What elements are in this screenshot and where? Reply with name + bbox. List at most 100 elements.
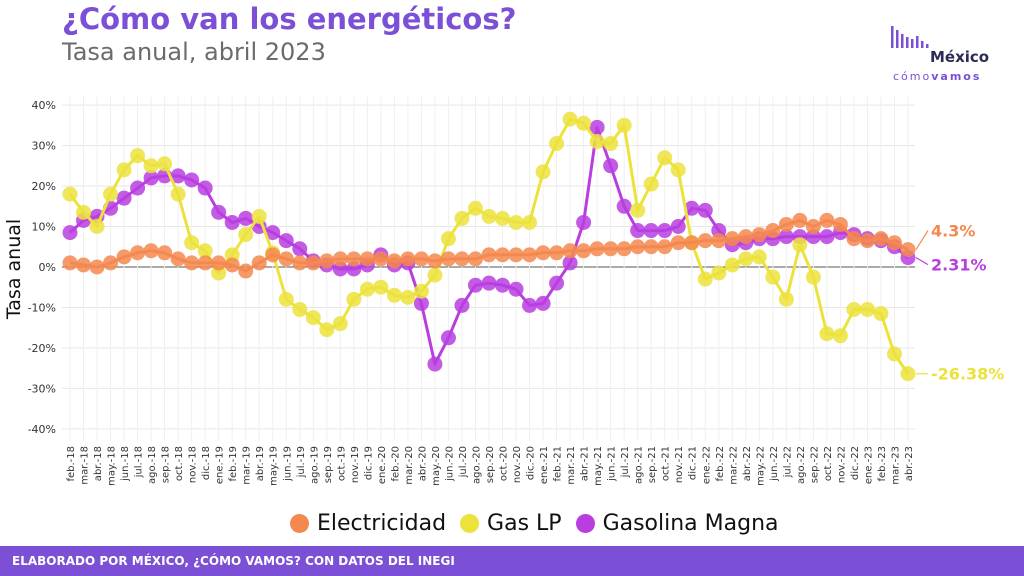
point-gasolina-magna	[170, 168, 186, 184]
point-electricidad	[76, 257, 92, 273]
y-tick-label: -40%	[28, 423, 56, 436]
point-gas-lp	[751, 249, 767, 265]
point-electricidad	[454, 251, 470, 267]
point-gas-lp	[886, 346, 902, 362]
point-gasolina-magna	[522, 297, 538, 313]
point-gas-lp	[346, 291, 362, 307]
y-axis-title: Tasa anual	[3, 219, 25, 320]
point-gas-lp	[765, 269, 781, 285]
x-tick-label: feb.-20	[390, 446, 401, 482]
point-electricidad	[319, 253, 335, 269]
point-gas-lp	[697, 271, 713, 287]
y-tick-label: 30%	[32, 140, 56, 153]
point-electricidad	[467, 251, 483, 267]
end-leader-electricidad	[915, 230, 929, 250]
point-gas-lp	[549, 136, 565, 152]
point-electricidad	[170, 251, 186, 267]
x-tick-label: abr.-19	[255, 446, 266, 481]
x-tick-label: nov.-19	[350, 446, 361, 483]
point-electricidad	[184, 255, 200, 271]
point-gasolina-magna	[413, 295, 429, 311]
point-electricidad	[197, 255, 213, 271]
point-electricidad	[103, 255, 119, 271]
point-gas-lp	[76, 204, 92, 220]
x-tick-label: nov.-22	[836, 446, 847, 483]
point-gasolina-magna	[238, 210, 254, 226]
point-gas-lp	[400, 289, 416, 305]
point-gasolina-magna	[697, 202, 713, 218]
point-electricidad	[832, 216, 848, 232]
x-tick-label: mar.-23	[890, 446, 901, 485]
point-gas-lp	[711, 265, 727, 281]
point-gasolina-magna	[684, 200, 700, 216]
point-gas-lp	[846, 301, 862, 317]
point-gas-lp	[251, 208, 267, 224]
point-electricidad	[859, 233, 875, 249]
x-tick-label: jul.-22	[782, 446, 793, 478]
x-tick-label: dic.-20	[526, 446, 537, 480]
point-gas-lp	[562, 111, 578, 127]
point-gas-lp	[603, 136, 619, 152]
point-gasolina-magna	[562, 255, 578, 271]
x-tick-label: abr.-23	[904, 446, 915, 481]
end-labels: 4.3% -26.38% 2.31%	[915, 222, 1004, 384]
x-tick-label: feb.-23	[877, 446, 888, 482]
x-tick-label: jul.-20	[458, 446, 469, 478]
end-label-electricidad: 4.3%	[931, 222, 975, 241]
point-gas-lp	[467, 200, 483, 216]
point-electricidad	[535, 245, 551, 261]
point-gasolina-magna	[440, 330, 456, 346]
x-tick-label: feb.-21	[553, 446, 564, 482]
point-electricidad	[292, 255, 308, 271]
point-gas-lp	[305, 310, 321, 326]
y-tick-label: 20%	[32, 180, 56, 193]
point-electricidad	[576, 243, 592, 259]
legend-marker-electricidad	[290, 513, 309, 533]
point-gasolina-magna	[278, 233, 294, 249]
point-electricidad	[157, 245, 173, 261]
x-tick-label: oct.-20	[499, 446, 510, 481]
point-gasolina-magna	[657, 223, 673, 239]
point-electricidad	[427, 253, 443, 269]
point-electricidad	[346, 251, 362, 267]
series-lines	[62, 111, 916, 382]
page-title: ¿Cómo van los energéticos?	[62, 2, 517, 36]
point-gas-lp	[116, 162, 132, 178]
point-gas-lp	[616, 117, 632, 133]
point-gas-lp	[535, 164, 551, 180]
point-gasolina-magna	[143, 170, 159, 186]
point-electricidad	[562, 243, 578, 259]
point-electricidad	[886, 235, 902, 251]
x-tick-label: sep.-18	[161, 446, 172, 483]
chart-legend: Electricidad Gas LP Gasolina Magna	[290, 508, 779, 538]
point-electricidad	[130, 245, 146, 261]
point-gasolina-magna	[819, 229, 835, 245]
legend-marker-gasolina-magna	[575, 513, 595, 533]
x-tick-label: jun.-22	[769, 446, 780, 482]
point-electricidad	[400, 251, 416, 267]
point-gas-lp	[157, 156, 173, 172]
point-gas-lp	[522, 214, 538, 230]
point-gas-lp	[643, 176, 659, 192]
point-electricidad	[603, 241, 619, 257]
legend-item-gasolina-magna: Gasolina Magna	[575, 510, 779, 536]
x-tick-label: oct.-21	[661, 446, 672, 481]
point-electricidad	[224, 257, 240, 273]
legend-label-gasolina-magna: Gasolina Magna	[602, 510, 779, 536]
x-tick-label: ene.-23	[863, 446, 874, 484]
point-gas-lp	[197, 243, 213, 259]
x-tick-label: nov.-20	[512, 446, 523, 483]
x-tick-label: ene.-21	[539, 446, 550, 484]
point-gasolina-magna	[508, 281, 524, 297]
y-tick-label: 0%	[39, 261, 56, 274]
point-electricidad	[495, 247, 511, 263]
point-electricidad	[711, 233, 727, 249]
x-tick-label: abr.-18	[93, 446, 104, 481]
logo-subtitle: cómovamos	[893, 70, 981, 83]
x-tick-label: ago.-18	[147, 446, 158, 484]
x-tick-label: feb.-18	[66, 446, 77, 482]
legend-label-electricidad: Electricidad	[317, 510, 447, 536]
point-electricidad	[305, 255, 321, 271]
x-tick-label: abr.-21	[580, 446, 591, 481]
point-electricidad	[549, 245, 565, 261]
